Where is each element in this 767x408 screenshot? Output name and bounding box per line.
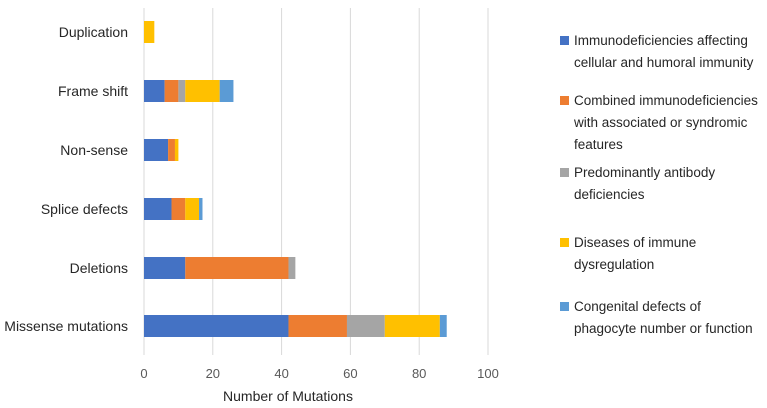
x-tick-label: 20 (206, 366, 220, 381)
x-tick-label: 0 (140, 366, 147, 381)
legend-swatch (560, 168, 569, 177)
bars (144, 21, 447, 337)
bar-segment (439, 315, 447, 337)
legend-label: Immunodeficiencies affecting cellular and… (574, 33, 754, 70)
category-label: Missense mutations (4, 318, 128, 334)
x-tick-label: 40 (274, 366, 288, 381)
x-axis-title: Number of Mutations (223, 388, 353, 404)
legend-swatch (560, 238, 569, 247)
bar-segment (346, 315, 385, 337)
bar-segment (219, 80, 234, 102)
category-label: Duplication (59, 24, 128, 40)
legend-label: Diseases of immune dysregulation (574, 235, 696, 272)
bar-segment (144, 21, 155, 43)
bar-segment (185, 257, 289, 279)
x-tick-labels: 0 20 40 60 80 100 (140, 366, 498, 381)
bar-segment (144, 80, 165, 102)
category-label: Frame shift (58, 83, 128, 99)
bar-segment (144, 257, 186, 279)
bar-segment (171, 198, 186, 220)
bar-segment (164, 80, 179, 102)
bar-segment (144, 315, 289, 337)
x-tick-label: 80 (412, 366, 426, 381)
bar-segment (178, 80, 186, 102)
x-tick-label: 60 (343, 366, 357, 381)
category-label: Deletions (70, 260, 128, 276)
bar-segment (174, 139, 179, 161)
legend-swatch (560, 36, 569, 45)
x-tick-label: 100 (477, 366, 499, 381)
bar-segment (384, 315, 440, 337)
legend-label: Predominantly antibody deficiencies (574, 165, 715, 202)
category-label: Splice defects (41, 201, 128, 217)
bar-segment (288, 257, 296, 279)
legend-swatch (560, 302, 569, 311)
legend: Immunodeficiencies affecting cellular and… (560, 33, 758, 336)
gridlines (143, 8, 489, 355)
bar-segment (144, 139, 169, 161)
category-labels: Duplication Frame shift Non-sense Splice de… (4, 24, 128, 334)
legend-label: Congenital defects of phagocyte number or… (574, 299, 753, 336)
legend-swatch (560, 96, 569, 105)
bar-segment (185, 80, 220, 102)
bar-segment (144, 198, 172, 220)
bar-segment (168, 139, 175, 161)
legend-label: Combined immunodeficiencies with associat… (573, 93, 758, 152)
bar-segment (185, 198, 200, 220)
bar-segment (199, 198, 203, 220)
category-label: Non-sense (60, 142, 128, 158)
bar-segment (288, 315, 347, 337)
